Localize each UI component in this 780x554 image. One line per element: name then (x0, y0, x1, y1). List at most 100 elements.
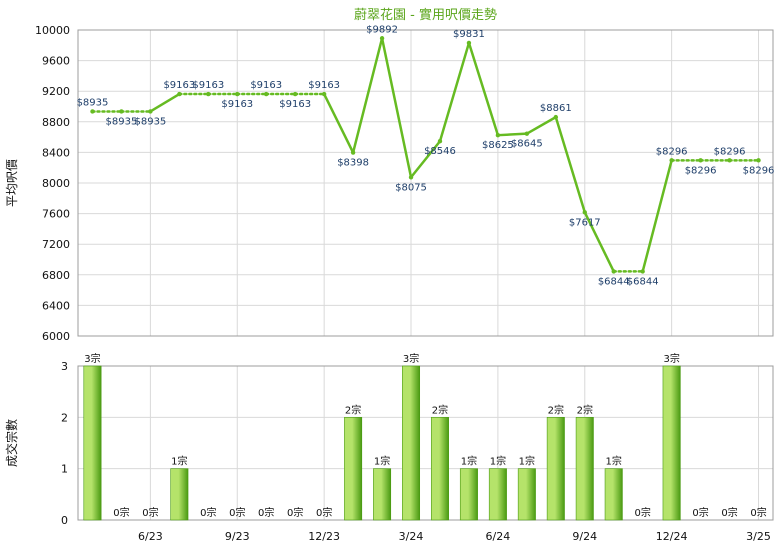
volume-bar-label: 0宗 (200, 506, 216, 519)
price-point (379, 36, 385, 41)
volume-bar-label: 3宗 (663, 352, 679, 365)
price-data-label: $8935 (106, 116, 138, 127)
price-data-label: $9163 (250, 80, 282, 91)
price-data-label: $8296 (714, 146, 746, 157)
x-tick-label: 12/24 (656, 530, 688, 543)
volume-bar (459, 468, 478, 521)
price-data-label: $8935 (134, 116, 166, 127)
volume-bar-label: 0宗 (229, 506, 245, 519)
volume-bar-label: 3宗 (403, 352, 419, 365)
x-tick-label: 6/24 (486, 530, 511, 543)
price-line-segment (322, 92, 355, 154)
price-data-label: $8296 (685, 165, 717, 176)
volume-bar (546, 417, 565, 521)
price-point (756, 158, 761, 163)
volume-bar-label: 1宗 (171, 455, 187, 468)
price-line-segment (380, 37, 413, 179)
price-data-label: $9163 (279, 99, 311, 110)
volume-bar (517, 468, 536, 521)
volume-bar (83, 365, 102, 521)
price-point (321, 91, 327, 97)
volume-bar-label: 0宗 (316, 506, 332, 519)
price-y-tick-label: 7200 (42, 238, 70, 251)
price-point (177, 91, 182, 97)
price-point (437, 139, 443, 144)
price-point (640, 269, 645, 274)
volume-y-tick-label: 2 (61, 411, 68, 424)
volume-y-tick-label: 0 (61, 514, 68, 527)
price-panel: 6000 6400 6800 7200 7600 8000 8400 8800 9200 9600… (35, 24, 774, 343)
price-data-label: $8546 (424, 146, 456, 157)
price-point (408, 175, 414, 180)
price-line-segment (351, 37, 384, 154)
volume-bar-label: 0宗 (750, 506, 766, 519)
price-y-tick-label: 8000 (42, 177, 70, 190)
price-point (524, 131, 530, 136)
price-y-tick-label: 8800 (42, 116, 70, 129)
price-data-label: $6844 (627, 276, 659, 287)
price-data-label: $6844 (598, 276, 630, 287)
volume-bar-label: 3宗 (84, 352, 100, 365)
price-line-segment (409, 139, 442, 179)
price-data-label: $9163 (308, 80, 340, 91)
x-tick-label: 3/24 (399, 530, 424, 543)
price-line-segment (467, 41, 500, 137)
price-y-tick-label: 6400 (42, 299, 70, 312)
price-data-label: $8075 (395, 182, 427, 193)
price-y-tick-label: 6800 (42, 269, 70, 282)
price-data-label: $8645 (511, 139, 543, 150)
x-tick-label: 6/23 (138, 530, 163, 543)
price-point (669, 158, 674, 163)
volume-bar (344, 417, 363, 521)
price-data-label: $8296 (656, 146, 688, 157)
volume-y-tick-label: 3 (61, 360, 68, 373)
price-point (235, 91, 240, 97)
volume-y-tick-label: 1 (61, 463, 68, 476)
volume-bar (170, 468, 189, 521)
price-point (495, 132, 501, 138)
volume-bar (430, 417, 449, 521)
volume-bar-label: 1宗 (490, 455, 506, 468)
price-data-label: $9163 (192, 80, 224, 91)
volume-bar-label: 1宗 (374, 455, 390, 468)
price-point (119, 109, 124, 114)
volume-panel: 0 1 2 3 3宗 0宗 0宗 1宗 0宗 0宗 0宗 0宗 0宗 2宗 1宗 3宗 2宗 1宗 1宗 1宗 2宗 2宗… (61, 352, 774, 527)
volume-bar (488, 468, 507, 521)
volume-bar (575, 417, 594, 521)
price-point (582, 210, 587, 215)
chart-title: 蔚翠花園 - 實用呎價走勢 (354, 7, 497, 23)
price-point (611, 269, 616, 274)
price-data-label: $8296 (743, 165, 775, 176)
volume-bar-label: 0宗 (287, 506, 303, 519)
volume-bar-label: 2宗 (432, 403, 448, 416)
price-line-segment (438, 41, 471, 143)
x-tick-label: 9/24 (572, 530, 597, 543)
price-point (466, 40, 472, 46)
volume-bar (662, 365, 681, 521)
price-y-tick-label: 8400 (42, 146, 70, 159)
volume-y-axis-title: 成交宗數 (4, 419, 19, 467)
volume-bar-label: 2宗 (548, 403, 564, 416)
price-point (698, 158, 703, 163)
volume-bar-label: 1宗 (461, 455, 477, 468)
price-data-label: $9831 (453, 29, 485, 40)
price-point (90, 109, 95, 114)
price-data-label: $8625 (482, 140, 514, 151)
x-tick-label: 9/23 (225, 530, 250, 543)
volume-bar (604, 468, 623, 521)
volume-bar-label: 2宗 (577, 403, 593, 416)
price-data-label: $8398 (337, 158, 369, 169)
volume-bar-label: 0宗 (692, 506, 708, 519)
price-point (292, 91, 298, 97)
price-y-tick-label: 7600 (42, 208, 70, 221)
price-point (206, 91, 211, 97)
price-data-label: $9163 (221, 99, 253, 110)
volume-bar-label: 1宗 (519, 455, 535, 468)
volume-bar-label: 0宗 (258, 506, 274, 519)
price-y-tick-label: 10000 (35, 24, 70, 37)
volume-bar-label: 1宗 (606, 455, 622, 468)
volume-bar-label: 0宗 (142, 506, 158, 519)
price-data-label: $8861 (540, 103, 572, 114)
price-data-label: $8935 (77, 97, 109, 108)
